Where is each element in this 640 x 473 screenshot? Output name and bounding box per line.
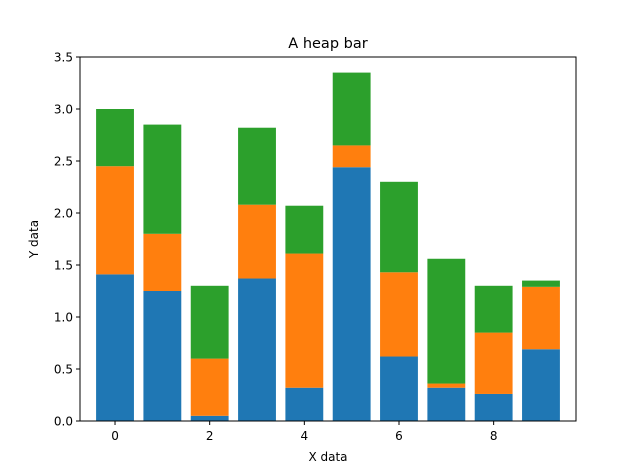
y-tick-label: 2.5	[54, 155, 73, 169]
bar-segment-s2-x7	[427, 258, 466, 384]
x-tick-label: 2	[206, 429, 214, 443]
bar-segment-s0-x5	[332, 167, 371, 421]
x-tick-label: 6	[395, 429, 403, 443]
bar-segment-s2-x2	[190, 285, 229, 359]
x-axis-ticks: 0 2 4 6 8	[111, 421, 497, 443]
x-tick-label: 8	[490, 429, 498, 443]
bar-segment-s1-x0	[96, 166, 134, 275]
y-tick-label: 3.5	[54, 51, 73, 65]
bar-segment-s2-x5	[332, 72, 371, 146]
bar-segment-s2-x0	[96, 109, 134, 167]
bar-segment-s0-x6	[380, 356, 418, 421]
bar-segment-s1-x8	[474, 332, 513, 394]
x-axis-label: X data	[308, 450, 347, 464]
y-tick-label: 0.5	[54, 363, 73, 377]
y-tick-label: 0.0	[54, 415, 73, 429]
bar-segment-s2-x9	[522, 280, 560, 287]
y-tick-label: 2.0	[54, 207, 73, 221]
bar-segment-s0-x9	[522, 349, 560, 421]
bar-segment-s1-x2	[190, 358, 229, 416]
bars-group	[96, 72, 560, 421]
bar-segment-s1-x6	[380, 272, 418, 357]
bar-segment-s1-x3	[238, 204, 276, 279]
x-tick-label: 0	[111, 429, 119, 443]
bar-segment-s0-x4	[285, 387, 324, 421]
bar-segment-s1-x7	[427, 383, 466, 388]
bar-segment-s1-x4	[285, 253, 324, 388]
bar-segment-s0-x2	[190, 415, 229, 421]
bar-segment-s1-x5	[332, 145, 371, 168]
bar-segment-s2-x1	[143, 124, 182, 234]
y-axis-label: Y data	[27, 220, 41, 259]
bar-segment-s2-x3	[238, 127, 276, 205]
bar-segment-s0-x8	[474, 393, 513, 421]
y-axis-ticks: 0.0 0.5 1.0 1.5 2.0 2.5 3.0 3.5	[54, 51, 80, 429]
y-tick-label: 1.5	[54, 259, 73, 273]
bar-segment-s2-x6	[380, 181, 418, 273]
bar-segment-s0-x3	[238, 278, 276, 421]
y-tick-label: 3.0	[54, 103, 73, 117]
bar-segment-s0-x1	[143, 291, 182, 421]
bar-segment-s1-x9	[522, 286, 560, 350]
y-tick-label: 1.0	[54, 311, 73, 325]
bar-segment-s0-x0	[96, 274, 134, 421]
chart-title: A heap bar	[288, 36, 367, 52]
bar-segment-s2-x4	[285, 205, 324, 254]
plot-frame	[79, 56, 577, 422]
bar-segment-s2-x8	[474, 285, 513, 333]
x-tick-label: 4	[301, 429, 309, 443]
bar-segment-s0-x7	[427, 387, 466, 421]
bar-segment-s1-x1	[143, 233, 182, 291]
